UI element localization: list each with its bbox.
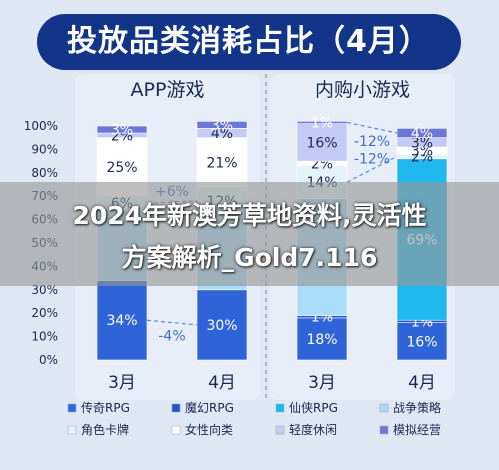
data-label: 34% (106, 313, 137, 329)
legend-label: 战争策略 (393, 400, 441, 415)
y-tick-label: 20% (31, 306, 58, 320)
y-tick-label: 10% (31, 330, 58, 344)
legend-label: 轻度休闲 (289, 422, 337, 437)
bar-segment (196, 121, 248, 129)
legend-label: 仙侠RPG (289, 401, 338, 415)
chart-title: 投放品类消耗占比（4月） (37, 14, 461, 70)
legend-label: 魔幻RPG (185, 400, 234, 415)
x-tick-label: 4月 (408, 373, 436, 393)
legend-swatch (67, 425, 77, 435)
annotation-label: -12% (354, 134, 390, 150)
bar-segment (296, 317, 348, 361)
y-tick-label: 80% (31, 166, 58, 180)
legend-swatch (67, 403, 77, 413)
data-label: 3% (211, 118, 233, 134)
watermark-line-1: 2024年新澳芳草地资料,灵活性 (72, 201, 427, 230)
legend-swatch (171, 425, 181, 435)
legend-swatch (275, 425, 285, 435)
data-label: 30% (206, 318, 237, 334)
y-tick-label: 90% (31, 142, 58, 156)
x-tick-label: 3月 (308, 373, 336, 393)
data-label: 4% (411, 126, 433, 142)
watermark-line-2: 方案解析_Gold7.116 (121, 243, 378, 272)
annotation-label: -12% (354, 151, 390, 167)
group-label: APP游戏 (131, 79, 205, 101)
data-label: 3% (411, 135, 433, 151)
data-label: 4% (211, 126, 233, 142)
legend-swatch (379, 425, 389, 435)
annotation-connector (146, 319, 198, 326)
data-label: 18% (306, 332, 337, 348)
y-tick-label: 30% (31, 283, 58, 297)
bar-segment (296, 123, 348, 162)
bar-segment (96, 280, 148, 361)
y-tick-label: 0% (39, 353, 58, 367)
legend-label: 角色卡牌 (81, 423, 129, 437)
bar-segment (396, 322, 448, 361)
data-label: 3% (411, 144, 433, 160)
annotation-connector (346, 155, 398, 183)
data-label: 21% (206, 155, 237, 171)
watermark-band (0, 182, 499, 286)
data-label: 1% (311, 115, 333, 131)
annotation-label: -4% (158, 329, 185, 345)
legend-swatch (171, 403, 181, 413)
data-label: 16% (306, 135, 337, 151)
x-tick-label: 4月 (208, 373, 236, 393)
bar-segment (96, 125, 148, 134)
y-tick-label: 100% (24, 119, 58, 133)
legend-swatch (379, 403, 389, 413)
data-label: 16% (406, 334, 437, 350)
group-label: 内购小游戏 (315, 79, 410, 101)
legend-label: 女性向类 (185, 422, 233, 437)
legend-label: 模拟经营 (393, 423, 441, 437)
x-tick-label: 3月 (108, 373, 136, 393)
legend-swatch (275, 403, 285, 413)
data-label: 3% (111, 123, 133, 139)
bar-segment (196, 289, 248, 361)
bar-segment (196, 137, 248, 188)
legend-label: 传奇RPG (81, 400, 130, 415)
data-label: 25% (106, 160, 137, 176)
annotation-connector (346, 121, 398, 134)
